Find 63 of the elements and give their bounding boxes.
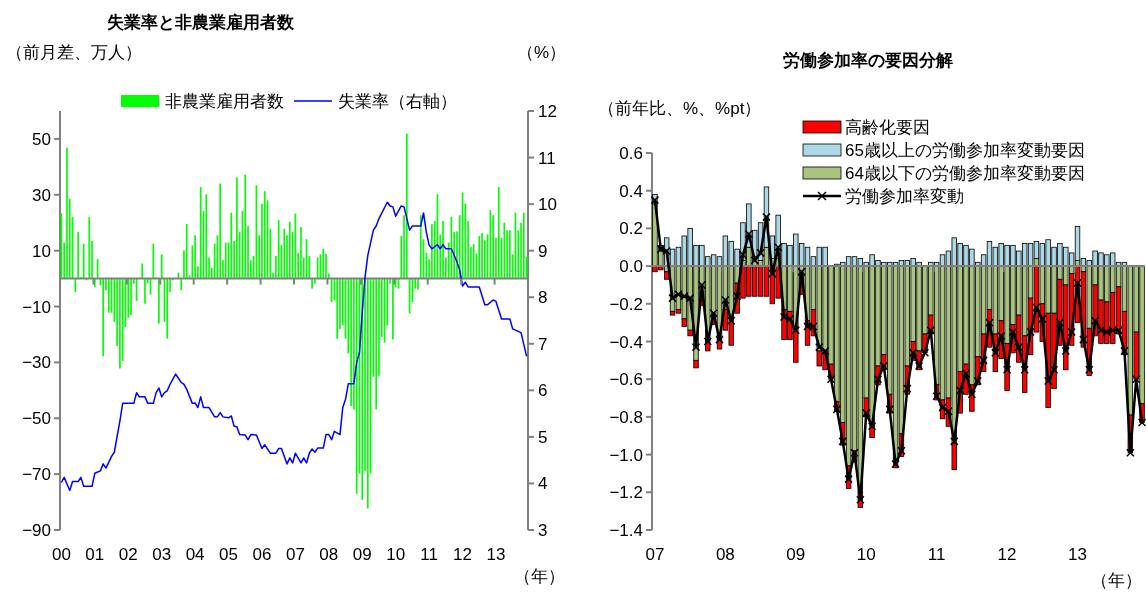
ytick: −1.4 [609, 521, 643, 540]
ytick: 0.2 [619, 219, 643, 239]
ytick: −0.8 [609, 407, 643, 427]
y2label: （%） [516, 43, 566, 62]
ytick: 0.6 [619, 144, 643, 163]
ytick: −1.2 [609, 483, 643, 503]
ylabel: （前年比、%、%pt） [598, 99, 762, 118]
xtick: 11 [927, 545, 946, 564]
y2tick: 7 [538, 334, 548, 354]
xtick: 07 [645, 545, 665, 564]
xtick: 10 [856, 545, 876, 564]
xtick: 07 [285, 545, 305, 564]
xtick: 09 [786, 545, 806, 564]
ytick: 0.4 [619, 181, 643, 201]
ytick: −90 [22, 521, 51, 540]
y2tick: 11 [538, 148, 556, 168]
xtick: 13 [486, 545, 506, 564]
xtick: 12 [997, 545, 1017, 564]
ytick: −70 [22, 465, 51, 485]
ylabel: （前月差、万人） [6, 43, 142, 62]
xtick: 05 [219, 545, 238, 564]
legend-label: 非農業雇用者数 [165, 92, 284, 111]
ytick: 30 [32, 185, 51, 205]
y2tick: 10 [538, 195, 557, 215]
ytick: 0.0 [619, 257, 643, 277]
legend-label: 労働参加率変動 [845, 187, 964, 206]
xtick: 11 [420, 545, 438, 564]
legend-label: 失業率（右軸） [338, 92, 457, 111]
y2tick: 5 [538, 427, 548, 447]
ytick: −50 [22, 409, 51, 429]
xtick: 00 [51, 545, 71, 564]
annotation: （年） [514, 567, 565, 586]
ytick: −0.6 [609, 370, 643, 390]
legend-label: 高齢化要因 [845, 118, 930, 137]
legend-label: 65歳以上の労働参加率変動要因 [845, 141, 1085, 160]
xtick: 09 [352, 545, 372, 564]
y2tick: 9 [538, 241, 548, 261]
y2tick: 12 [538, 102, 557, 121]
annotation: （年） [1091, 571, 1142, 590]
ytick: −1.0 [609, 445, 643, 465]
xtick: 12 [453, 545, 472, 564]
xtick: 08 [715, 545, 735, 564]
y2tick: 8 [538, 288, 548, 308]
ytick: 50 [32, 129, 51, 149]
xtick: 03 [152, 545, 172, 564]
ytick: −0.4 [609, 332, 643, 352]
y2tick: 6 [538, 381, 548, 401]
y2tick: 4 [538, 474, 548, 494]
ytick: −10 [22, 297, 51, 317]
y2tick: 3 [538, 521, 548, 540]
ytick: −30 [22, 353, 51, 373]
xtick: 08 [319, 545, 339, 564]
ytick: −0.2 [609, 294, 643, 314]
xtick: 10 [386, 545, 406, 564]
title: 労働参加率の要因分解 [783, 51, 953, 70]
xtick: 06 [252, 545, 272, 564]
ytick: 10 [32, 241, 51, 261]
title: 失業率と非農業雇用者数 [106, 13, 294, 32]
xtick: 01 [85, 545, 105, 564]
xtick: 02 [118, 545, 138, 564]
xtick: 13 [1068, 545, 1087, 564]
xtick: 04 [185, 545, 205, 564]
legend-label: 64歳以下の労働参加率変動要因 [845, 164, 1085, 183]
